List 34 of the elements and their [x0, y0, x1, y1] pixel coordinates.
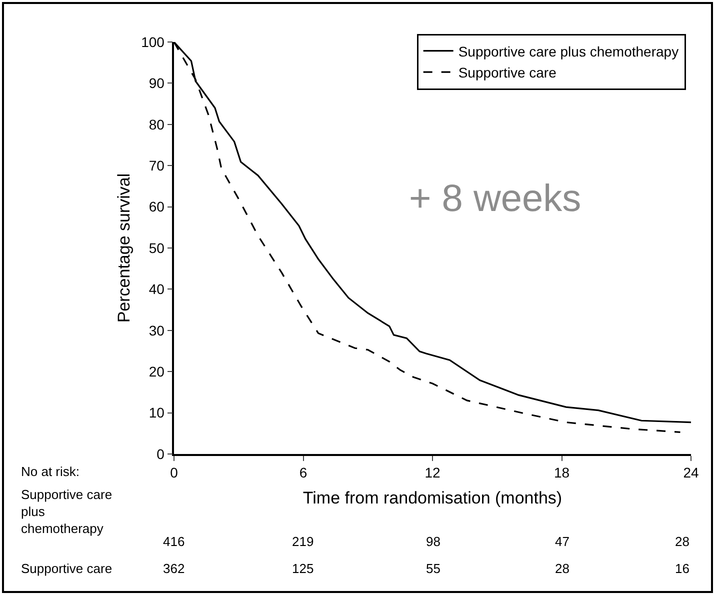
x-axis-title: Time from randomisation (months): [302, 488, 562, 508]
x-tick-label: 18: [554, 464, 570, 481]
text: 98: [426, 534, 440, 549]
x-tick-label: 0: [170, 464, 178, 481]
x-tick-label: 6: [299, 464, 308, 481]
y-axis-title: Percentage survival: [114, 173, 134, 323]
y-tick-label: 20: [148, 364, 165, 380]
legend-label: Supportive care: [458, 64, 557, 81]
y-tick-label: 80: [148, 116, 165, 132]
text: 219: [292, 534, 314, 549]
y-tick-label: 30: [148, 322, 165, 338]
text: 416: [163, 534, 185, 549]
annotation: + 8 weeks: [409, 178, 582, 220]
text: 47: [555, 534, 570, 549]
y-tick-label: 10: [148, 404, 165, 421]
x-tick-label: 12: [424, 464, 440, 481]
y-tick-label: 60: [148, 198, 165, 215]
text: Supportive care: [21, 561, 112, 576]
text: 55: [426, 561, 440, 576]
y-tick-label: 70: [148, 158, 165, 174]
text: 28: [675, 534, 690, 549]
y-tick-label: 100: [141, 34, 165, 50]
y-tick-label: 50: [148, 240, 165, 256]
text: 28: [555, 561, 570, 576]
text: Supportive care plus chemotherapy: [21, 487, 112, 536]
text: 362: [163, 561, 185, 576]
x-tick-label: 24: [683, 464, 699, 481]
y-tick-label: 40: [148, 281, 165, 298]
legend-label: Supportive care plus chemotherapy: [458, 43, 679, 60]
text: No at risk:: [21, 464, 80, 479]
text: 16: [675, 561, 690, 576]
y-tick-label: 90: [148, 75, 165, 92]
y-tick-label: 0: [156, 446, 165, 462]
text: 125: [292, 561, 314, 576]
